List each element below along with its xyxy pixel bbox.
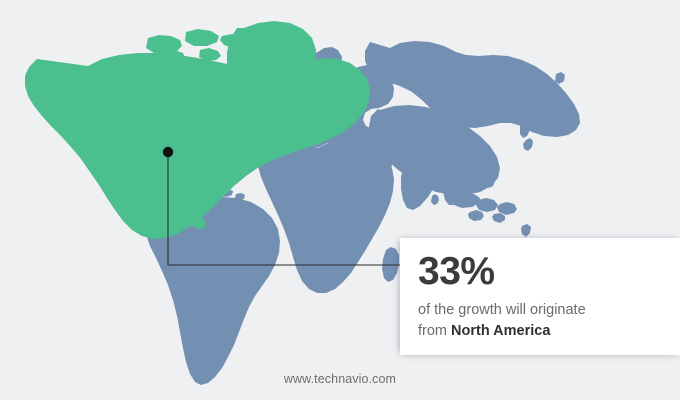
statistic-region-name: North America: [451, 323, 551, 339]
region-north-america: [25, 21, 370, 239]
statistic-percent: 33%: [418, 250, 495, 293]
statistic-description-line1: of the growth will originate: [418, 302, 586, 318]
statistic-description-prefix: from: [418, 323, 452, 339]
watermark-url: www.technavio.com: [283, 372, 397, 386]
statistic-description: of the growth will originate from North …: [418, 300, 680, 342]
statistic-callout-card: 33% of the growth will originate from No…: [400, 238, 680, 355]
